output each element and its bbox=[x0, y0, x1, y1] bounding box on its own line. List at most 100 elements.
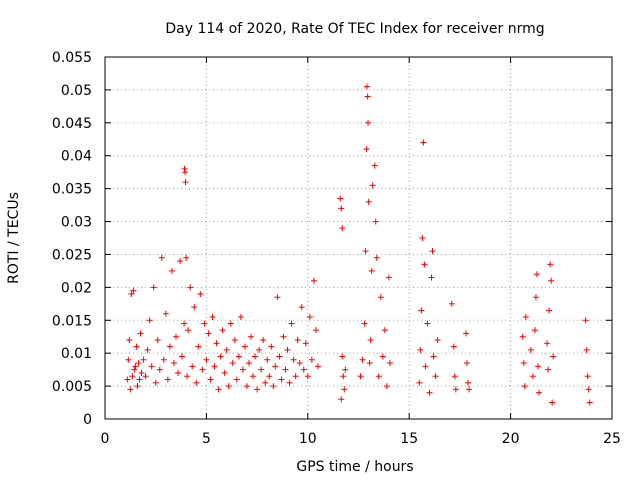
data-point bbox=[133, 343, 140, 350]
data-point bbox=[260, 337, 267, 344]
y-tick-label: 0.025 bbox=[52, 247, 92, 263]
data-point bbox=[519, 333, 526, 340]
data-point bbox=[195, 343, 202, 350]
data-point bbox=[312, 327, 319, 334]
data-point bbox=[131, 366, 138, 373]
data-point bbox=[339, 353, 346, 360]
data-point bbox=[181, 320, 188, 327]
data-point bbox=[426, 389, 433, 396]
data-point bbox=[225, 383, 232, 390]
data-point bbox=[140, 356, 147, 363]
y-tick-label: 0.01 bbox=[61, 346, 92, 362]
data-point bbox=[170, 360, 177, 367]
data-point bbox=[385, 274, 392, 281]
data-point bbox=[308, 356, 315, 363]
x-tick-label: 15 bbox=[400, 431, 418, 447]
data-point bbox=[211, 363, 218, 370]
data-point bbox=[146, 317, 153, 324]
data-point bbox=[126, 337, 133, 344]
data-point bbox=[172, 333, 179, 340]
data-point bbox=[582, 317, 589, 324]
data-point bbox=[181, 165, 188, 172]
data-point bbox=[450, 343, 457, 350]
data-point bbox=[177, 258, 184, 265]
data-point bbox=[134, 383, 141, 390]
data-point bbox=[549, 399, 556, 406]
data-point bbox=[237, 313, 244, 320]
data-point bbox=[364, 83, 371, 90]
data-point bbox=[197, 290, 204, 297]
data-point bbox=[156, 366, 163, 373]
data-point bbox=[416, 379, 423, 386]
data-point bbox=[274, 294, 281, 301]
data-point bbox=[136, 376, 143, 383]
data-point bbox=[304, 373, 311, 380]
y-tick-label: 0.05 bbox=[61, 83, 92, 99]
data-point bbox=[379, 353, 386, 360]
data-point bbox=[422, 363, 429, 370]
data-point bbox=[527, 346, 534, 353]
data-point bbox=[386, 360, 393, 367]
data-point bbox=[272, 363, 279, 370]
axis-ticks: 0 0.005 0.01 0.015 0.02 0.025 0.03 0.035 0.04 0.0… bbox=[52, 50, 621, 447]
data-point bbox=[340, 373, 347, 380]
data-point bbox=[150, 284, 157, 291]
data-point bbox=[362, 248, 369, 255]
data-point bbox=[339, 225, 346, 232]
data-point bbox=[462, 330, 469, 337]
data-point bbox=[377, 294, 384, 301]
data-point bbox=[264, 356, 271, 363]
data-point bbox=[235, 353, 242, 360]
data-point bbox=[168, 267, 175, 274]
data-point bbox=[130, 287, 137, 294]
data-point bbox=[290, 356, 297, 363]
data-point bbox=[292, 373, 299, 380]
data-point bbox=[268, 343, 275, 350]
data-point bbox=[371, 162, 378, 169]
y-tick-label: 0 bbox=[83, 412, 92, 428]
data-point bbox=[534, 363, 541, 370]
data-point bbox=[243, 383, 250, 390]
data-point bbox=[221, 369, 228, 376]
data-point bbox=[179, 353, 186, 360]
data-point bbox=[217, 353, 224, 360]
data-point bbox=[124, 376, 131, 383]
data-point bbox=[338, 396, 345, 403]
data-point bbox=[546, 307, 553, 314]
data-point bbox=[452, 386, 459, 393]
data-point bbox=[276, 353, 283, 360]
data-point bbox=[583, 346, 590, 353]
data-point bbox=[227, 320, 234, 327]
data-point bbox=[183, 254, 190, 261]
data-point bbox=[231, 337, 238, 344]
y-tick-label: 0.005 bbox=[52, 379, 92, 395]
data-point bbox=[266, 373, 273, 380]
data-point bbox=[584, 373, 591, 380]
data-point bbox=[128, 290, 135, 297]
data-point bbox=[191, 304, 198, 311]
data-point bbox=[185, 327, 192, 334]
data-point bbox=[586, 399, 593, 406]
data-point bbox=[182, 179, 189, 186]
data-point bbox=[585, 386, 592, 393]
y-tick-label: 0.015 bbox=[52, 313, 92, 329]
data-points bbox=[124, 83, 593, 406]
data-point bbox=[424, 320, 431, 327]
data-point bbox=[381, 327, 388, 334]
data-point bbox=[363, 146, 370, 153]
data-point bbox=[338, 205, 345, 212]
x-tick-label: 10 bbox=[299, 431, 317, 447]
data-point bbox=[137, 330, 144, 337]
data-point bbox=[278, 376, 285, 383]
data-point bbox=[545, 366, 552, 373]
data-point bbox=[314, 363, 321, 370]
data-point bbox=[229, 360, 236, 367]
data-point bbox=[132, 363, 139, 370]
data-point bbox=[294, 337, 301, 344]
data-point bbox=[466, 386, 473, 393]
data-point bbox=[448, 300, 455, 307]
data-point bbox=[465, 379, 472, 386]
data-point bbox=[148, 363, 155, 370]
data-point bbox=[357, 373, 364, 380]
data-point bbox=[209, 313, 216, 320]
